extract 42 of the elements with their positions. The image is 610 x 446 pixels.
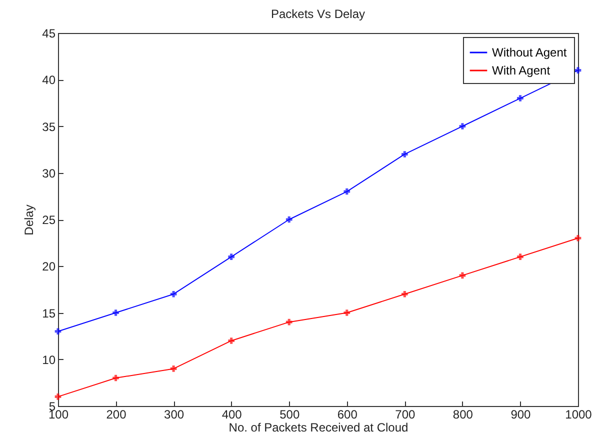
point bbox=[459, 123, 466, 130]
y-axis-title: Delay bbox=[22, 204, 36, 236]
point bbox=[459, 272, 466, 279]
point bbox=[574, 67, 582, 74]
y-tick-label: 30 bbox=[42, 166, 56, 180]
point bbox=[54, 328, 62, 335]
point bbox=[286, 216, 292, 223]
point bbox=[402, 290, 408, 298]
x-tick-label: 700 bbox=[395, 408, 416, 422]
chart-title: Packets Vs Delay bbox=[270, 7, 366, 21]
point bbox=[228, 254, 234, 260]
y-tick-label: 25 bbox=[42, 213, 56, 227]
x-tick-label: 300 bbox=[164, 408, 184, 422]
y-tick-label: 35 bbox=[42, 120, 56, 134]
point bbox=[170, 290, 177, 298]
point bbox=[286, 318, 292, 326]
y-tick-label: 10 bbox=[42, 352, 56, 367]
point bbox=[112, 374, 119, 382]
point bbox=[112, 310, 119, 316]
x-axis-title: No. of Packets Received at Cloud bbox=[228, 420, 408, 434]
y-tick-label: 15 bbox=[42, 306, 56, 320]
y-tick-label: 40 bbox=[42, 73, 56, 88]
x-tick-label: 400 bbox=[222, 408, 242, 422]
legend-label: With Agent bbox=[492, 64, 551, 78]
x-tick-label: 1000 bbox=[565, 408, 592, 422]
x-tick-label: 600 bbox=[337, 408, 358, 422]
point bbox=[54, 394, 62, 400]
point bbox=[344, 310, 350, 316]
x-tick-label: 900 bbox=[510, 408, 532, 422]
y-tick-label: 45 bbox=[42, 26, 56, 40]
point bbox=[402, 151, 408, 158]
point bbox=[574, 234, 582, 242]
point bbox=[344, 188, 350, 195]
x-tick-label: 200 bbox=[106, 408, 127, 422]
x-tick-label: 500 bbox=[280, 408, 300, 422]
point bbox=[517, 254, 524, 260]
point bbox=[517, 95, 524, 102]
y-tick-label: 20 bbox=[42, 260, 56, 274]
point bbox=[228, 338, 234, 344]
legend-label: Without Agent bbox=[492, 46, 568, 60]
x-tick-label: 800 bbox=[452, 408, 474, 422]
point bbox=[170, 366, 177, 372]
